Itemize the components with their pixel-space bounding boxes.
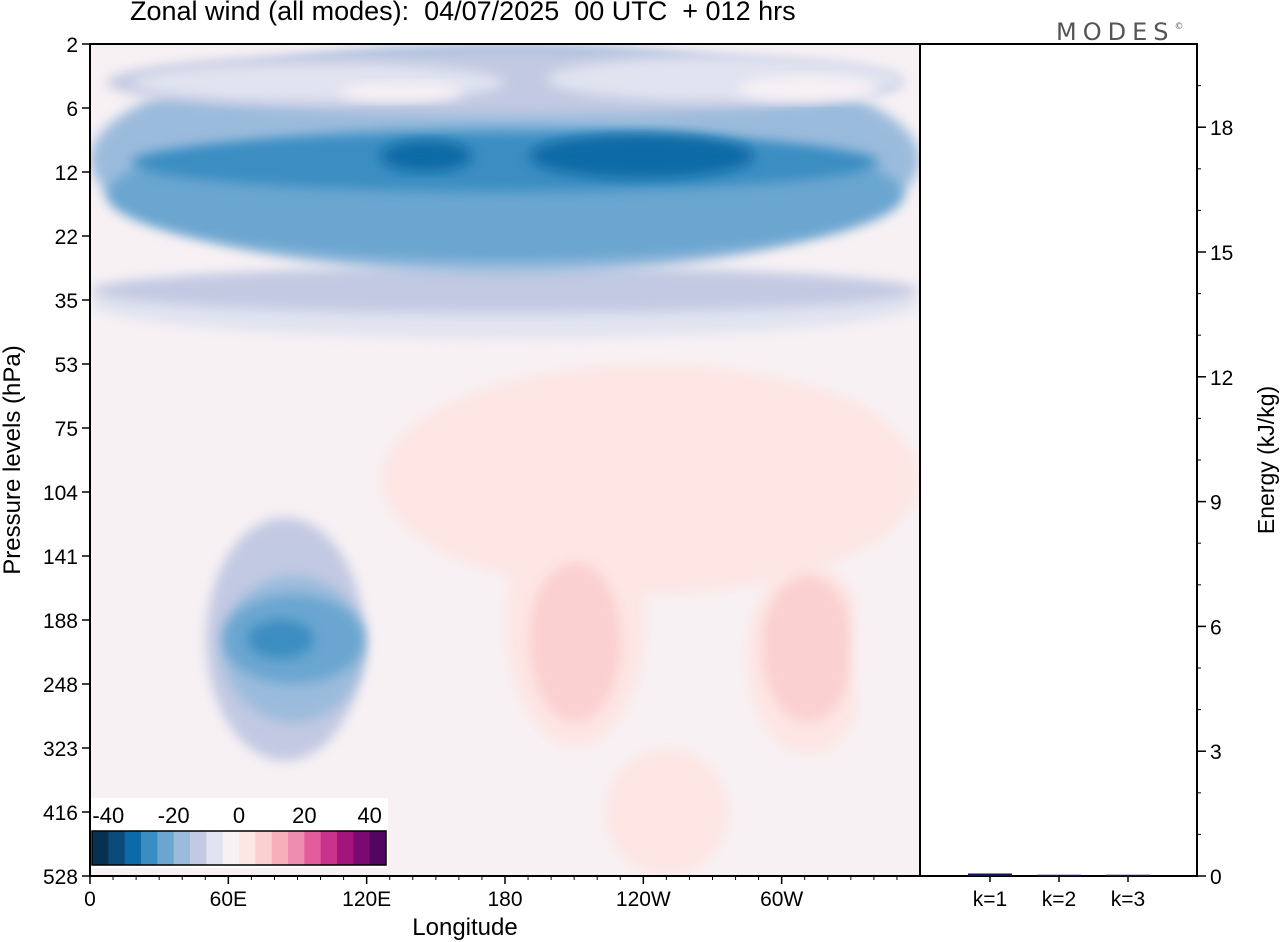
modes-logo: MODES© <box>1056 18 1183 46</box>
heatmap-axes: 2 6 12 22 35 53 75 104 141 188 248 323 416 528 0 60E 120… <box>0 34 898 941</box>
y-tick-label: 53 <box>55 354 78 377</box>
logo-text: MODES <box>1056 18 1175 46</box>
wind-region-11 <box>380 140 472 172</box>
wind-region-7 <box>339 82 464 102</box>
x-tick-label: 120E <box>342 888 391 911</box>
energy-tick-label: 3 <box>1210 741 1222 764</box>
energy-bar-panel: 0 3 6 9 12 15 18 Energy (kJ/kg) k=1 k=2 k=3 <box>919 43 1279 911</box>
energy-bar-k=3 <box>1106 874 1150 877</box>
colorbar-swatch <box>141 831 158 865</box>
x-axis-label: Longitude <box>412 914 517 941</box>
logo-mark: © <box>1174 22 1184 32</box>
wind-region-12 <box>529 133 754 179</box>
x-tick-label: 120W <box>616 888 671 911</box>
energy-tick-label: 6 <box>1210 616 1222 639</box>
colorbar-swatch <box>337 831 354 865</box>
y-tick-label: 104 <box>43 482 78 505</box>
wind-region-2 <box>90 268 920 313</box>
colorbar-swatch <box>173 831 191 865</box>
colorbar-tick-label: 40 <box>357 803 381 828</box>
wind-region-21 <box>247 620 315 659</box>
x-tick-label: 180 <box>487 888 522 911</box>
heatmap-plot <box>90 44 920 876</box>
y-tick-label: 22 <box>55 226 78 249</box>
energy-tick-label: 0 <box>1210 866 1222 889</box>
energy-tick-label: 15 <box>1210 242 1233 265</box>
y-tick-label: 75 <box>55 418 78 441</box>
colorbar-swatch <box>157 831 175 865</box>
colorbar-tick-label: 20 <box>292 803 316 828</box>
y-tick-label: 6 <box>66 98 78 121</box>
wind-region-30 <box>604 748 730 876</box>
wind-region-29 <box>712 780 813 876</box>
wind-region-27 <box>770 594 829 659</box>
wind-region-24 <box>538 575 605 659</box>
x-tick-label: 60W <box>760 888 803 911</box>
colorbar-tick-label: 0 <box>233 803 245 828</box>
y-tick-label: 248 <box>43 674 78 697</box>
colorbar-swatch <box>239 831 256 865</box>
y-tick-label: 2 <box>66 34 78 57</box>
colorbar-swatch <box>255 831 273 865</box>
colorbar-swatch <box>288 831 305 865</box>
y-tick-label: 141 <box>43 546 78 569</box>
wind-region-16 <box>737 396 879 460</box>
colorbar-swatch <box>92 831 109 865</box>
energy-tick-label: 9 <box>1210 492 1222 515</box>
energy-axis-label: Energy (kJ/kg) <box>1253 386 1279 534</box>
energy-tick-label: 12 <box>1210 367 1233 390</box>
colorbar-swatch <box>108 831 126 865</box>
colorbar-swatch <box>222 831 240 865</box>
x-tick-label: 60E <box>210 888 247 911</box>
wind-region-8 <box>737 76 879 102</box>
wind-region-15 <box>629 396 696 460</box>
wind-region-10 <box>131 133 879 192</box>
colorbar-swatch <box>206 831 224 865</box>
energy-bar-k=2 <box>1037 874 1081 877</box>
energy-bar-k=1 <box>968 873 1012 876</box>
energy-category-label: k=2 <box>1042 888 1076 911</box>
y-tick-label: 188 <box>43 610 78 633</box>
y-tick-label: 528 <box>43 866 78 889</box>
energy-tick-label: 18 <box>1210 117 1233 140</box>
colorbar-tick-label: -20 <box>158 803 190 828</box>
energy-category-label: k=1 <box>973 888 1007 911</box>
wind-region-14 <box>529 389 613 467</box>
colorbar-border <box>91 830 387 866</box>
colorbar-swatch <box>271 831 289 865</box>
y-tick-label: 12 <box>55 162 78 185</box>
colorbar-swatch <box>320 831 338 865</box>
chart-title: Zonal wind (all modes): 04/07/2025 00 UT… <box>130 0 796 26</box>
colorbar-swatch <box>124 831 142 865</box>
colorbar-tick-label: -40 <box>92 803 124 828</box>
y-axis-label: Pressure levels (hPa) <box>0 345 26 574</box>
colorbar: -40 -20 0 20 40 <box>91 798 388 868</box>
colorbar-swatch <box>190 831 207 865</box>
energy-category-label: k=3 <box>1111 888 1145 911</box>
x-tick-label: 0 <box>84 888 96 911</box>
energy-panel-frame <box>919 43 1198 877</box>
colorbar-swatch <box>353 831 371 865</box>
y-tick-label: 323 <box>43 738 78 761</box>
y-tick-label: 35 <box>55 290 78 313</box>
wind-region-28 <box>853 556 920 748</box>
y-tick-label: 416 <box>43 802 78 825</box>
colorbar-swatch <box>304 831 322 865</box>
colorbar-swatch <box>369 831 387 865</box>
